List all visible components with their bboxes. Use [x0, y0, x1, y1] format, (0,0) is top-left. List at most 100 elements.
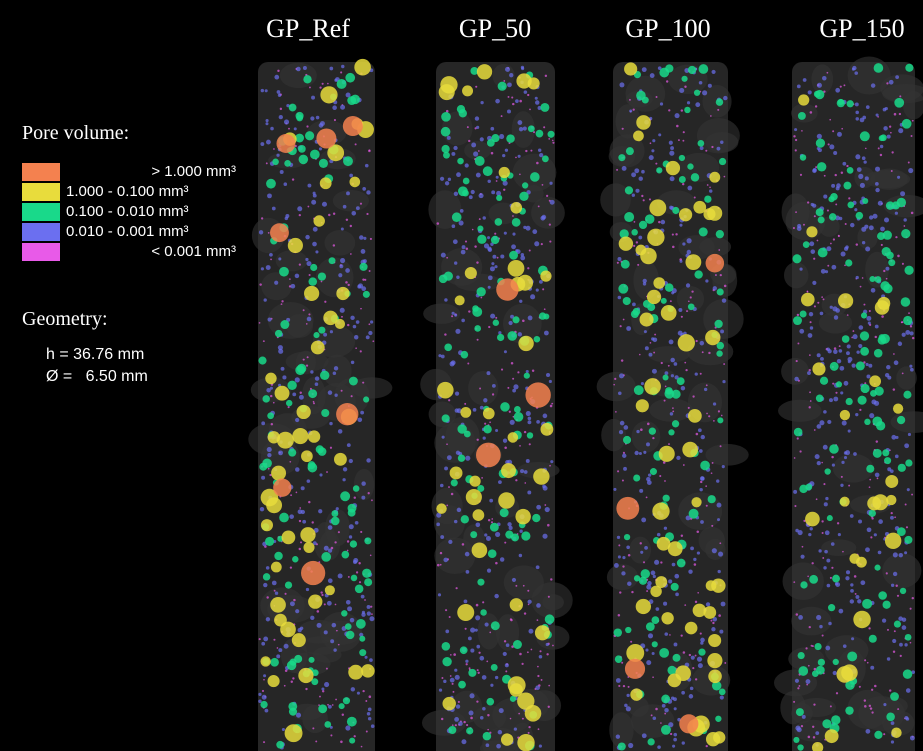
- pore: [830, 362, 839, 371]
- pore: [298, 509, 303, 514]
- pore: [444, 344, 452, 352]
- pore: [626, 147, 634, 155]
- pore: [275, 592, 278, 595]
- pore: [893, 404, 903, 414]
- pore: [495, 218, 503, 226]
- geometry-line: Ø = 6.50 mm: [46, 368, 148, 386]
- pore: [642, 67, 647, 72]
- pore: [518, 713, 520, 715]
- pore: [869, 375, 881, 387]
- pore: [356, 206, 360, 210]
- pore: [809, 575, 818, 584]
- pore: [670, 300, 672, 302]
- pore: [880, 334, 890, 344]
- pore: [356, 571, 358, 573]
- pore: [510, 718, 512, 720]
- pore: [361, 496, 365, 500]
- pore: [865, 176, 869, 180]
- pore: [720, 141, 723, 144]
- pore: [796, 360, 798, 362]
- pore: [450, 675, 452, 677]
- pore: [262, 690, 264, 692]
- pore: [519, 445, 521, 447]
- pore: [903, 669, 912, 678]
- pore: [821, 269, 826, 274]
- pore: [832, 575, 840, 583]
- pore: [267, 193, 272, 198]
- pore: [479, 656, 484, 661]
- pore: [905, 716, 909, 720]
- pore: [361, 481, 365, 485]
- pore: [898, 342, 902, 346]
- pore: [636, 399, 649, 412]
- pore: [264, 298, 267, 301]
- pore: [866, 105, 870, 109]
- pore: [549, 380, 552, 383]
- pore: [348, 504, 357, 513]
- legend-label: 0.010 - 0.001 mm³: [66, 223, 236, 241]
- pore: [876, 113, 879, 116]
- pore: [656, 96, 658, 98]
- pore: [619, 591, 621, 593]
- pore: [498, 492, 514, 508]
- geometry-line: h = 36.76 mm: [46, 346, 144, 364]
- pore: [349, 738, 355, 744]
- pore: [534, 336, 541, 343]
- pore: [515, 157, 517, 159]
- pore: [806, 679, 811, 684]
- pore: [794, 457, 796, 459]
- pore: [480, 609, 487, 616]
- pore: [493, 319, 499, 325]
- pore: [463, 721, 465, 723]
- pore: [468, 140, 470, 142]
- pore: [698, 663, 703, 668]
- pore: [711, 525, 713, 527]
- pore: [495, 317, 497, 319]
- pore: [720, 329, 724, 333]
- pore: [816, 394, 824, 402]
- pore: [859, 686, 861, 688]
- pore: [303, 66, 307, 70]
- pore: [722, 465, 725, 468]
- pore: [357, 285, 361, 289]
- pore: [847, 314, 849, 316]
- pore: [859, 409, 861, 411]
- pore: [712, 70, 716, 74]
- pore: [835, 88, 840, 93]
- pore: [261, 89, 264, 92]
- pore: [459, 109, 467, 117]
- pore: [329, 257, 336, 264]
- pore: [893, 353, 895, 355]
- pore: [366, 335, 370, 339]
- pore: [265, 89, 268, 92]
- pore: [645, 346, 649, 350]
- pore: [291, 284, 296, 289]
- pore: [904, 536, 912, 544]
- pore: [363, 237, 366, 240]
- pore: [324, 682, 329, 687]
- pore: [878, 519, 883, 524]
- pore: [530, 150, 532, 152]
- pore: [817, 134, 822, 139]
- pore: [484, 423, 486, 425]
- pore: [808, 736, 811, 739]
- pore: [345, 623, 352, 630]
- pore: [526, 226, 531, 231]
- pore: [481, 297, 483, 299]
- pore: [507, 522, 511, 526]
- pore: [614, 628, 622, 636]
- pore: [461, 250, 466, 255]
- pore: [707, 184, 709, 186]
- pore: [872, 416, 882, 426]
- pore: [548, 131, 555, 138]
- pore: [299, 214, 301, 216]
- grain: [333, 190, 369, 212]
- pore: [633, 474, 640, 481]
- pore: [505, 670, 507, 672]
- pore: [270, 597, 286, 613]
- pore: [491, 152, 494, 155]
- pore: [503, 80, 505, 82]
- pore: [301, 486, 305, 490]
- pore: [723, 363, 725, 365]
- pore: [803, 241, 810, 248]
